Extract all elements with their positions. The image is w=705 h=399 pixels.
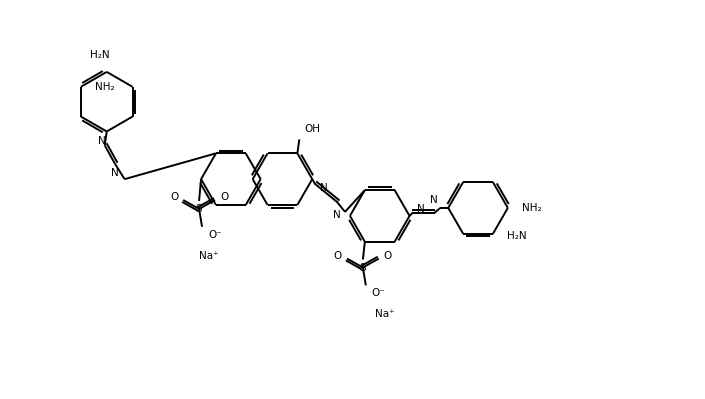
Text: H₂N: H₂N <box>507 231 527 241</box>
Text: N: N <box>417 204 425 214</box>
Text: N: N <box>320 183 328 193</box>
Text: O: O <box>220 192 228 202</box>
Text: S: S <box>196 204 202 214</box>
Text: N: N <box>333 210 341 220</box>
Text: Na⁺: Na⁺ <box>375 309 394 319</box>
Text: NH₂: NH₂ <box>95 82 114 92</box>
Text: N: N <box>431 195 439 205</box>
Text: O: O <box>170 192 178 202</box>
Text: Na⁺: Na⁺ <box>200 251 219 261</box>
Text: O⁻: O⁻ <box>372 288 386 298</box>
Text: O⁻: O⁻ <box>208 230 222 240</box>
Text: O: O <box>384 251 392 261</box>
Text: H₂N: H₂N <box>90 50 109 60</box>
Text: N: N <box>111 168 118 178</box>
Text: NH₂: NH₂ <box>522 203 541 213</box>
Text: OH: OH <box>305 124 320 134</box>
Text: S: S <box>360 263 366 273</box>
Text: O: O <box>333 251 342 261</box>
Text: N: N <box>98 136 106 146</box>
